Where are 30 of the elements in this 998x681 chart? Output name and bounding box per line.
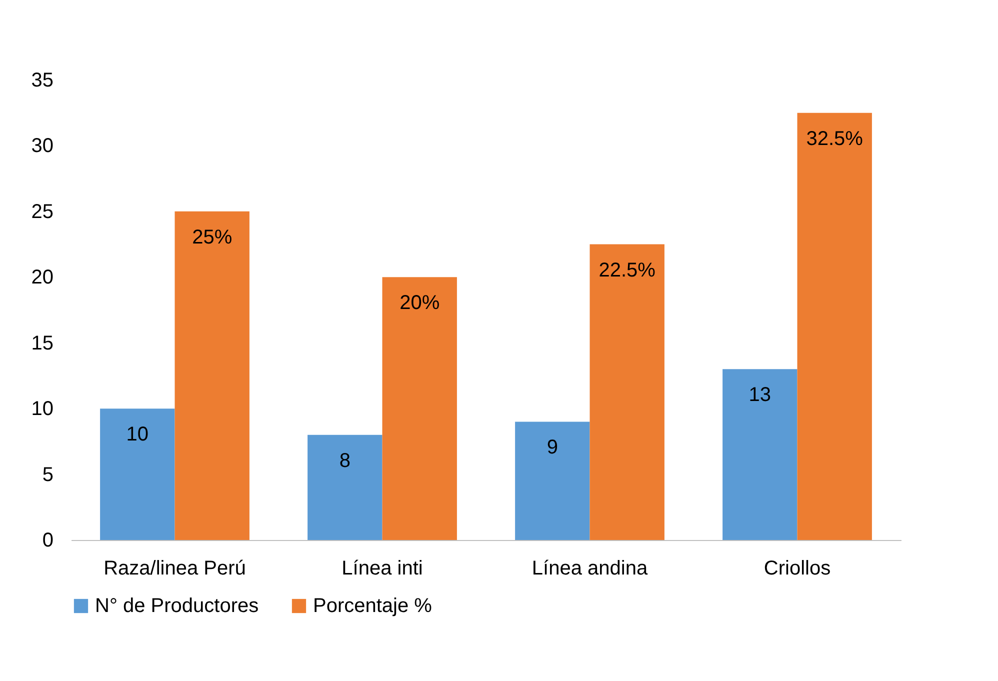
data-label: 9 [546,436,558,459]
y-tick-label: 25 [31,200,54,223]
legend-label: N° de Productores [95,595,259,617]
data-label: 8 [339,450,350,472]
y-tick-label: 5 [42,464,54,486]
y-tick-label: 0 [42,530,54,552]
x-tick-label: Criollos [764,558,831,580]
data-label: 25% [192,226,232,248]
bar [590,244,664,540]
bar [174,211,250,540]
x-tick-label: Raza/linea Perú [104,558,246,580]
data-label: 22.5% [598,259,656,282]
bar [100,408,175,540]
data-label: 32.5% [806,128,864,150]
data-label: 10 [126,424,149,446]
y-tick-label: 20 [31,266,54,289]
bar [308,434,382,540]
bar [382,277,457,540]
y-tick-label: 10 [31,398,54,420]
y-tick-label: 35 [31,70,54,92]
data-label: 13 [748,384,772,406]
legend-label: Porcentaje % [313,595,432,617]
y-tick-label: 30 [31,135,54,158]
bar [797,112,872,540]
data-label: 20% [400,292,440,314]
y-tick-label: 15 [31,332,54,354]
x-tick-label: Línea andina [532,558,648,580]
bar [515,422,590,540]
bar [722,369,798,540]
x-tick-label: Línea inti [342,558,423,580]
